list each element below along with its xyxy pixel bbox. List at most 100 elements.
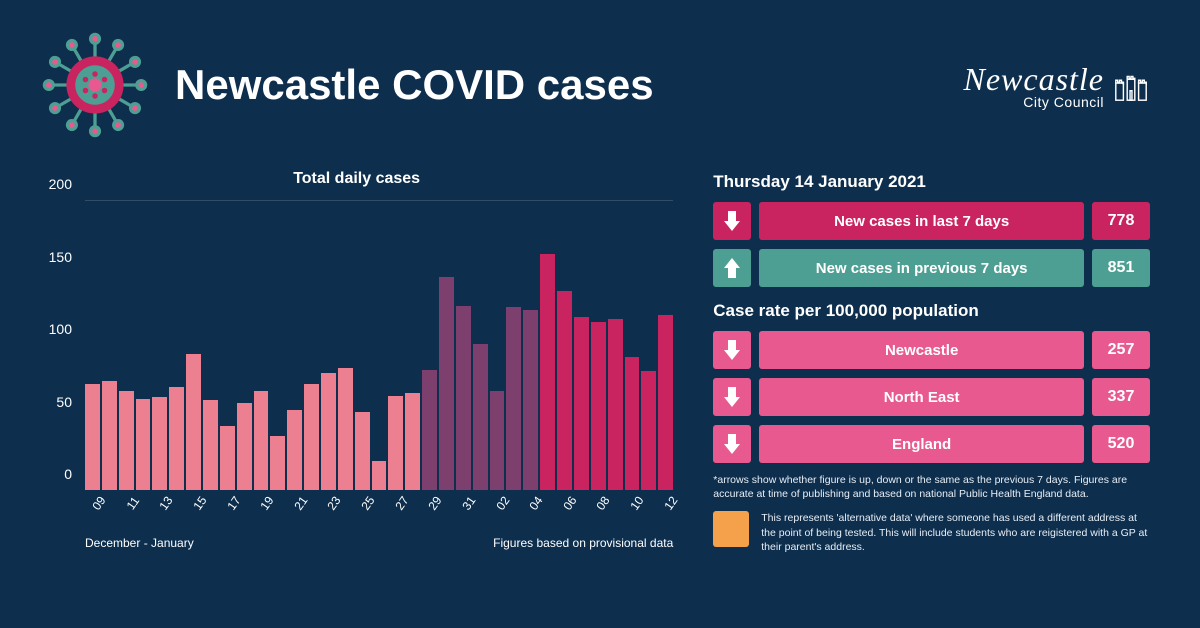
bar-wrap xyxy=(557,201,572,490)
bar xyxy=(85,384,100,490)
bar xyxy=(456,306,471,490)
bar xyxy=(203,400,218,490)
arrow-down-icon xyxy=(722,209,742,233)
bar xyxy=(321,373,336,490)
chart-title: Total daily cases xyxy=(40,170,673,188)
bar xyxy=(473,344,488,490)
bar-wrap xyxy=(523,201,538,490)
bar xyxy=(506,307,521,490)
bar-wrap xyxy=(372,201,387,490)
bar xyxy=(304,384,319,490)
stat-row: England 520 xyxy=(713,425,1150,463)
chart-plot xyxy=(85,200,673,490)
bar-wrap xyxy=(102,201,117,490)
bar xyxy=(405,393,420,490)
bar-wrap xyxy=(203,201,218,490)
stat-row: North East 337 xyxy=(713,378,1150,416)
y-axis: 050100150200 xyxy=(40,200,80,490)
bar-wrap xyxy=(456,201,471,490)
arrow-down-icon xyxy=(722,338,742,362)
stat-label: New cases in last 7 days xyxy=(759,202,1084,240)
bar xyxy=(557,291,572,490)
content: Total daily cases 050100150200 091113151… xyxy=(0,150,1200,574)
bar-wrap xyxy=(625,201,640,490)
bar xyxy=(641,371,656,490)
bar-wrap xyxy=(608,201,623,490)
bar-wrap xyxy=(119,201,134,490)
bar xyxy=(574,317,589,490)
bar-wrap xyxy=(85,201,100,490)
bar-wrap xyxy=(237,201,252,490)
arrow-box xyxy=(713,202,751,240)
stat-value: 520 xyxy=(1092,425,1150,463)
stat-row: New cases in previous 7 days 851 xyxy=(713,249,1150,287)
stat-value: 337 xyxy=(1092,378,1150,416)
rate-section-title: Case rate per 100,000 population xyxy=(713,301,1150,321)
bar xyxy=(287,410,302,490)
legend-swatch xyxy=(713,511,749,547)
bar-wrap xyxy=(473,201,488,490)
y-tick: 200 xyxy=(49,176,72,192)
header-left: Newcastle COVID cases xyxy=(40,30,654,140)
side-panel: Thursday 14 January 2021 New cases in la… xyxy=(713,170,1150,554)
bar-wrap xyxy=(422,201,437,490)
bar xyxy=(658,315,673,490)
stat-label: North East xyxy=(759,378,1084,416)
stat-row: Newcastle 257 xyxy=(713,331,1150,369)
bar xyxy=(591,322,606,490)
provisional-label: Figures based on provisional data xyxy=(493,536,673,550)
bar xyxy=(523,310,538,490)
y-tick: 150 xyxy=(49,249,72,265)
castle-icon xyxy=(1112,66,1150,104)
bar-wrap xyxy=(338,201,353,490)
stat-value: 778 xyxy=(1092,202,1150,240)
bar-wrap xyxy=(355,201,370,490)
bar-wrap xyxy=(152,201,167,490)
arrow-box xyxy=(713,331,751,369)
logo-city: Newcastle xyxy=(963,61,1104,98)
chart-area: 050100150200 091113151719212325272931020… xyxy=(40,200,673,530)
bar-wrap xyxy=(169,201,184,490)
bar xyxy=(372,461,387,490)
bar xyxy=(152,397,167,490)
stat-row: New cases in last 7 days 778 xyxy=(713,202,1150,240)
bar xyxy=(422,370,437,490)
bar-wrap xyxy=(287,201,302,490)
footnote: *arrows show whether figure is up, down … xyxy=(713,473,1150,501)
stat-value: 257 xyxy=(1092,331,1150,369)
bar-wrap xyxy=(641,201,656,490)
bar xyxy=(119,391,134,490)
bar-wrap xyxy=(405,201,420,490)
bar xyxy=(608,319,623,490)
x-tick: 12 xyxy=(660,492,701,528)
x-period-label: December - January xyxy=(85,536,194,550)
legend-text: This represents 'alternative data' where… xyxy=(761,511,1150,554)
bar-wrap xyxy=(388,201,403,490)
y-tick: 100 xyxy=(49,321,72,337)
bar-wrap xyxy=(254,201,269,490)
bar xyxy=(355,412,370,490)
rows-rate: Newcastle 257 North East 337 England 520 xyxy=(713,331,1150,463)
stat-label: England xyxy=(759,425,1084,463)
legend: This represents 'alternative data' where… xyxy=(713,511,1150,554)
bar xyxy=(490,391,505,490)
virus-icon xyxy=(40,30,150,140)
bar xyxy=(220,426,235,490)
bar xyxy=(254,391,269,490)
side-date: Thursday 14 January 2021 xyxy=(713,172,1150,192)
bar xyxy=(136,399,151,490)
bar xyxy=(237,403,252,490)
bar-wrap xyxy=(321,201,336,490)
bar xyxy=(169,387,184,490)
y-tick: 0 xyxy=(64,466,72,482)
arrow-box xyxy=(713,249,751,287)
bar-wrap xyxy=(540,201,555,490)
arrow-up-icon xyxy=(722,256,742,280)
bar xyxy=(186,354,201,490)
bar-wrap xyxy=(304,201,319,490)
header: Newcastle COVID cases Newcastle City Cou… xyxy=(0,0,1200,150)
bar-wrap xyxy=(490,201,505,490)
arrow-down-icon xyxy=(722,432,742,456)
bar xyxy=(439,277,454,490)
bar-wrap xyxy=(220,201,235,490)
